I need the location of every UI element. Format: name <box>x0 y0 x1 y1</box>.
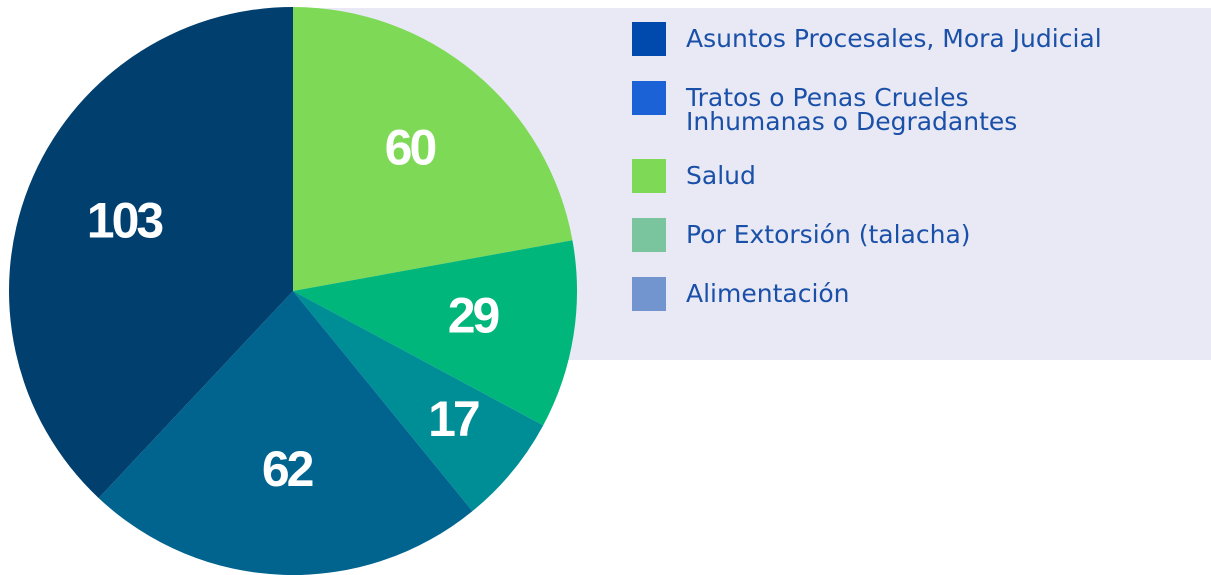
slice-label: 17 <box>428 391 479 447</box>
slice-label: 62 <box>262 441 313 497</box>
legend-label: Tratos o Penas Crueles Inhumanas o Degra… <box>686 83 1018 136</box>
legend-label: Asuntos Procesales, Mora Judicial <box>686 24 1102 53</box>
pie-slice <box>98 291 473 575</box>
legend-item: Alimentación <box>632 277 1102 311</box>
legend-item: Asuntos Procesales, Mora Judicial <box>632 22 1102 56</box>
legend-label: Alimentación <box>686 279 850 308</box>
legend-label: Salud <box>686 161 756 190</box>
legend-swatch <box>632 218 666 252</box>
slice-label: 29 <box>448 288 499 344</box>
legend-swatch <box>632 81 666 115</box>
pie-slice <box>293 240 578 426</box>
pie-slice <box>293 291 544 512</box>
pie-slice <box>9 7 294 499</box>
pie-slice <box>293 7 573 291</box>
legend-label: Por Extorsión (talacha) <box>686 220 971 249</box>
legend-swatch <box>632 277 666 311</box>
legend-swatch <box>632 159 666 193</box>
legend: Asuntos Procesales, Mora Judicial Tratos … <box>632 22 1102 336</box>
legend-item: Por Extorsión (talacha) <box>632 218 1102 252</box>
slice-label: 60 <box>385 120 436 176</box>
slice-label: 103 <box>87 192 163 248</box>
legend-swatch <box>632 22 666 56</box>
legend-item: Salud <box>632 159 1102 193</box>
legend-item: Tratos o Penas Crueles Inhumanas o Degra… <box>632 81 1102 134</box>
